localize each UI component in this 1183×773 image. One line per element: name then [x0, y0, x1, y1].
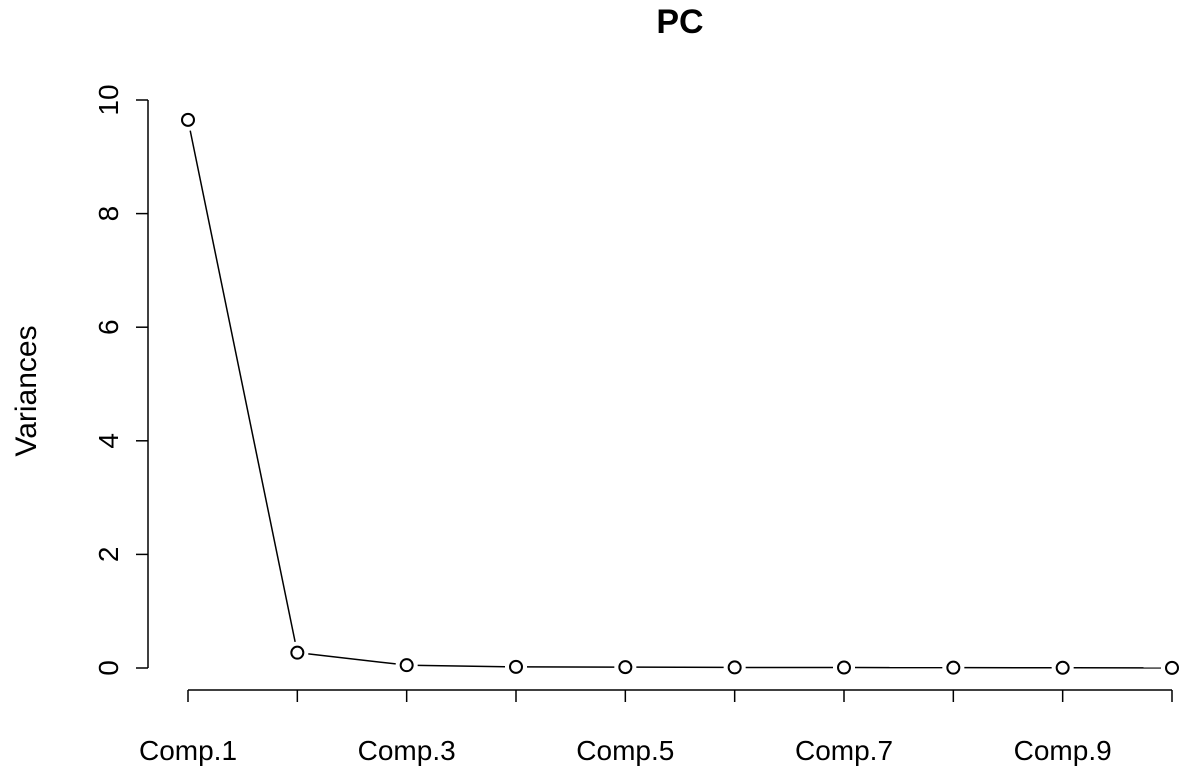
chart-title: PC [656, 3, 703, 41]
x-tick-label: Comp.5 [576, 735, 674, 766]
data-point-comp-5 [618, 660, 633, 675]
data-point-comp-1 [181, 112, 195, 127]
x-tick-label: Comp.7 [795, 735, 893, 766]
y-tick-label: 0 [93, 660, 124, 676]
series-line-segment [417, 664, 506, 668]
series-line-segment [308, 653, 396, 665]
y-axis-label: Variances [10, 325, 43, 456]
data-point-comp-4 [509, 659, 523, 674]
x-tick-label: Comp.9 [1014, 735, 1112, 766]
y-tick-label: 6 [93, 319, 124, 335]
series-variances [181, 112, 1179, 675]
data-point-comp-3 [399, 658, 414, 673]
y-tick-label: 8 [93, 206, 124, 222]
y-tick-label: 2 [93, 547, 124, 563]
data-point-comp-8 [946, 660, 961, 675]
data-point-comp-9 [1055, 660, 1070, 675]
x-tick-label: Comp.3 [358, 735, 456, 766]
data-point-comp-10 [1165, 660, 1179, 675]
y-tick-label: 4 [93, 433, 124, 449]
x-tick-label: Comp.1 [139, 735, 237, 766]
y-axis: 0 2 4 6 8 10 [93, 84, 149, 676]
x-axis: Comp.1 Comp.3 Comp.5 Comp.7 Comp.9 [139, 689, 1173, 766]
data-point-comp-7 [837, 660, 851, 675]
data-point-comp-2 [290, 645, 305, 660]
data-point-comp-6 [727, 660, 742, 675]
y-tick-label: 10 [93, 84, 124, 115]
series-line-segment [189, 130, 296, 643]
